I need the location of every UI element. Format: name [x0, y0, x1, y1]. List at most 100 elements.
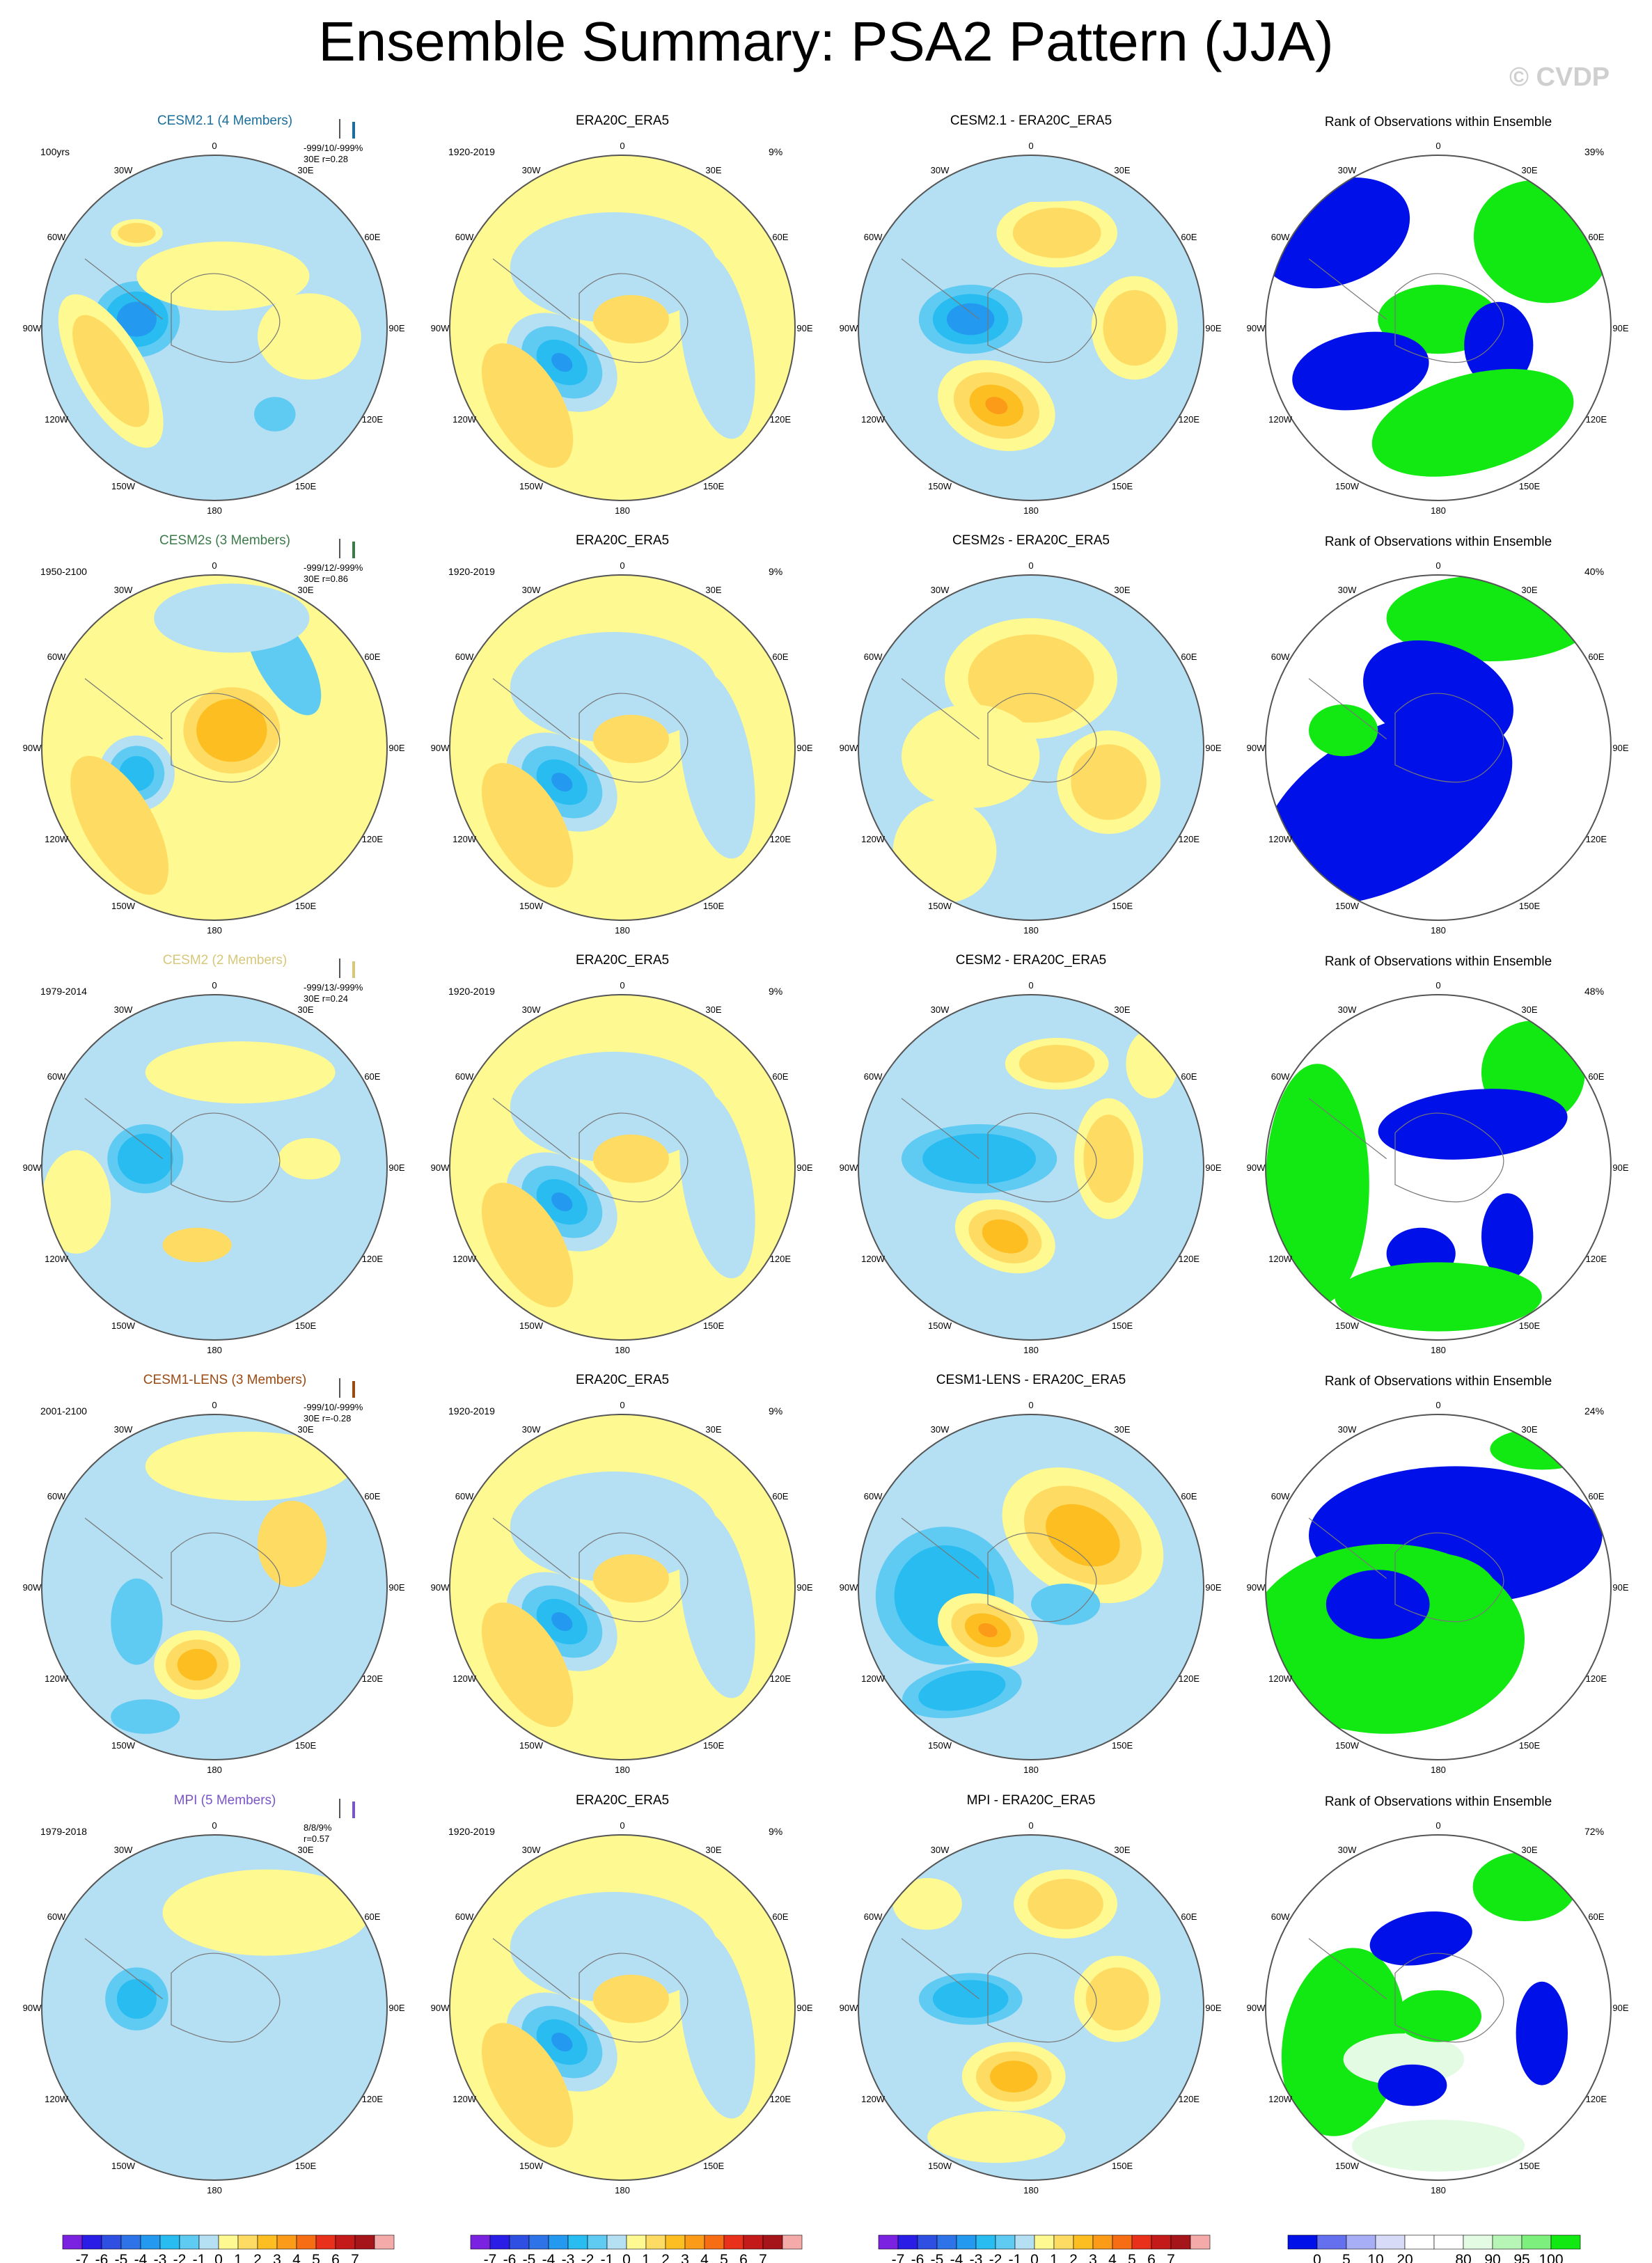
lon-label-90W: 90W: [23, 743, 42, 753]
rank-region-6: [1335, 1262, 1542, 1332]
model-contour-5-level-1: [258, 293, 361, 380]
lon-label-90E: 90E: [388, 323, 404, 333]
lon-label-90W: 90W: [840, 323, 858, 333]
obs-center-low-level-4: [551, 773, 573, 792]
map-boundary: [1265, 1834, 1612, 2181]
lon-label-150E: 150E: [295, 2161, 317, 2171]
lon-label-90W: 90W: [431, 743, 450, 753]
lon-label-0: 0: [212, 1820, 217, 1831]
obs-north-low: [510, 212, 718, 323]
lon-label-90E: 90E: [1612, 323, 1628, 333]
lon-label-90W: 90W: [1247, 1162, 1266, 1173]
obs-north-low: [510, 1471, 718, 1582]
rank-swatch-8: [1492, 2234, 1523, 2250]
obs-east-low: [679, 1931, 755, 2119]
lon-label-30W: 30W: [114, 1845, 133, 1855]
hpa-tick--7: -7: [892, 2252, 905, 2263]
lon-label-30W: 30W: [931, 1424, 950, 1435]
lon-label-180: 180: [1023, 1345, 1039, 1355]
lon-label-120E: 120E: [362, 1673, 384, 1684]
rank-tick-80: 80: [1455, 2252, 1471, 2263]
lon-label-180: 180: [615, 2185, 630, 2195]
lon-label-90W: 90W: [840, 1582, 858, 1593]
hpa-tick--2: -2: [581, 2252, 595, 2263]
lon-label-150W: 150W: [519, 2161, 544, 2171]
lon-label-0: 0: [620, 980, 624, 991]
rank-title-2: Rank of Observations within Ensemble: [1325, 535, 1552, 549]
hpa-tick-2: 2: [661, 2252, 670, 2263]
obs-years-4: 1920-2019: [448, 1405, 495, 1417]
hpa-tick--7: -7: [484, 2252, 497, 2263]
map-panel-model-2: 0 30E 60E 90E 120E 150E 180 150W 120W 90W 60W 30W: [23, 560, 405, 936]
lon-label-90W: 90W: [1247, 323, 1266, 333]
rank-pct-4: 24%: [1584, 1405, 1604, 1417]
hpa-swatch-3: [509, 2234, 530, 2250]
hpa-swatch-17: [1190, 2234, 1211, 2250]
lon-label-120W: 120W: [45, 1254, 69, 1264]
stat-line1-3: -999/13/-999%: [304, 982, 363, 993]
diff-contour-5-level-1: [892, 160, 1170, 202]
lon-label-0: 0: [1028, 980, 1033, 991]
hpa-swatch-10: [645, 2234, 666, 2250]
lon-label-60W: 60W: [455, 1071, 474, 1082]
lon-label-30W: 30W: [931, 1004, 950, 1015]
stat-line1-4: -999/10/-999%: [304, 1402, 363, 1412]
map-field-obs-1: [450, 155, 795, 500]
lon-label-60W: 60W: [455, 1911, 474, 1922]
lon-label-60E: 60E: [1588, 1071, 1604, 1082]
diff-title-5: MPI - ERA20C_ERA5: [967, 1793, 1096, 1808]
obs-years-1: 1920-2019: [448, 146, 495, 157]
hpa-tick--1: -1: [193, 2252, 206, 2263]
diff-contour-1-level-2: [932, 1980, 1009, 2018]
hpa-swatch-4: [936, 2234, 957, 2250]
model-contour-2-level-2: [72, 315, 150, 427]
lon-label-120E: 120E: [770, 1254, 792, 1264]
diff-contour-3-level-2: [1028, 1878, 1103, 1930]
lon-label-30E: 30E: [1114, 1424, 1130, 1435]
stat-line1-1: -999/10/-999%: [304, 143, 363, 153]
diff-title-3: CESM2 - ERA20C_ERA5: [956, 953, 1106, 968]
rank-title-4: Rank of Observations within Ensemble: [1325, 1374, 1552, 1389]
lon-label-30W: 30W: [522, 1424, 541, 1435]
lon-label-60W: 60W: [864, 232, 883, 242]
lon-label-30E: 30E: [1114, 1004, 1130, 1015]
lon-label-150W: 150W: [1335, 901, 1360, 911]
model-contour-6-level-1: [111, 1699, 180, 1734]
rank-swatch-10: [1550, 2234, 1581, 2250]
hpa-swatch-11: [1073, 2234, 1094, 2250]
map-panel-rank-5: 0 30E 60E 90E 120E 150E 180 150W 120W 90W 60W 30W: [1247, 1820, 1629, 2195]
diff-contour-4-level-2: [1085, 1967, 1149, 2031]
lon-label-150E: 150E: [1112, 901, 1133, 911]
south-america-outline: [901, 258, 980, 320]
rank-title-1: Rank of Observations within Ensemble: [1325, 115, 1552, 129]
diff-contour-5-level-1: [1031, 1584, 1101, 1625]
obs-west-high: [481, 1602, 574, 1728]
map-boundary: [1265, 574, 1612, 921]
lon-label-30W: 30W: [931, 165, 950, 175]
hpa-swatch-14: [723, 2234, 744, 2250]
map-boundary: [449, 574, 796, 921]
rank-tick-95: 95: [1513, 2252, 1529, 2263]
lon-label-120W: 120W: [1268, 414, 1293, 425]
obs-pct-4: 9%: [769, 1405, 782, 1417]
map-panel-rank-4: 0 30E 60E 90E 120E 150E 180 150W 120W 90W 60W 30W: [1247, 1400, 1629, 1775]
antarctica-outline: [1394, 693, 1504, 783]
obs-pct-3: 9%: [769, 986, 782, 997]
lon-label-180: 180: [1431, 925, 1446, 936]
lon-label-150E: 150E: [295, 481, 317, 491]
hpa-swatch-1: [62, 2234, 83, 2250]
hpa-tick--2: -2: [173, 2252, 187, 2263]
lon-label-120W: 120W: [1268, 1673, 1293, 1684]
lon-label-0: 0: [1028, 560, 1033, 571]
lon-label-150W: 150W: [519, 481, 544, 491]
lon-label-90W: 90W: [431, 2003, 450, 2013]
lon-label-120W: 120W: [1268, 834, 1293, 844]
hpa-colorbar-1: -7-6-5-4-3-2-101234567hPa: [62, 2234, 395, 2263]
lon-label-60E: 60E: [364, 652, 380, 662]
map-field-rank-2: [1266, 575, 1611, 920]
rank-title-5: Rank of Observations within Ensemble: [1325, 1795, 1552, 1809]
lon-label-150E: 150E: [703, 901, 725, 911]
south-america-outline: [1308, 1098, 1387, 1160]
lon-label-120E: 120E: [1179, 834, 1200, 844]
